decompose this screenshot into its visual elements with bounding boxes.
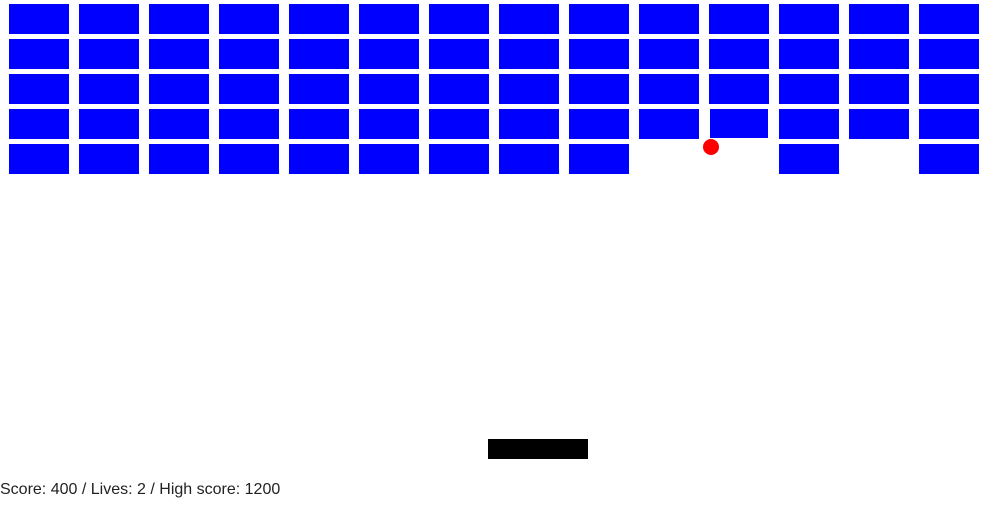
brick bbox=[639, 74, 699, 104]
brick bbox=[639, 109, 699, 139]
brick bbox=[919, 39, 979, 69]
paddle[interactable] bbox=[488, 439, 588, 459]
brick bbox=[499, 4, 559, 34]
brick bbox=[9, 109, 69, 139]
brick bbox=[569, 39, 629, 69]
brick bbox=[569, 144, 629, 174]
high-score-label: High score: bbox=[159, 481, 241, 498]
brick bbox=[919, 74, 979, 104]
brick bbox=[849, 39, 909, 69]
brick bbox=[779, 144, 839, 174]
brick bbox=[709, 4, 769, 34]
status-separator: / bbox=[81, 481, 87, 498]
score-label: Score: bbox=[0, 481, 47, 498]
brick bbox=[499, 39, 559, 69]
brick bbox=[149, 109, 209, 139]
brick bbox=[919, 144, 979, 174]
brick bbox=[569, 74, 629, 104]
brick bbox=[429, 4, 489, 34]
brick bbox=[359, 39, 419, 69]
brick bbox=[79, 74, 139, 104]
brick bbox=[499, 109, 559, 139]
high-score-value: 1200 bbox=[244, 481, 281, 498]
ball bbox=[703, 139, 719, 155]
brick bbox=[9, 74, 69, 104]
brick bbox=[499, 74, 559, 104]
brick bbox=[429, 39, 489, 69]
brick bbox=[429, 109, 489, 139]
brick bbox=[289, 4, 349, 34]
brick bbox=[289, 144, 349, 174]
brick bbox=[9, 4, 69, 34]
brick bbox=[919, 109, 979, 139]
brick bbox=[429, 74, 489, 104]
brick bbox=[149, 74, 209, 104]
brick bbox=[779, 109, 839, 139]
brick bbox=[499, 144, 559, 174]
brick bbox=[219, 144, 279, 174]
brick bbox=[9, 144, 69, 174]
brick bbox=[79, 144, 139, 174]
brick bbox=[569, 4, 629, 34]
brick bbox=[289, 39, 349, 69]
brick bbox=[569, 109, 629, 139]
brick bbox=[219, 109, 279, 139]
status-bar: Score: 400 / Lives: 2 / High score: 1200 bbox=[0, 481, 280, 499]
brick bbox=[779, 74, 839, 104]
brick bbox=[9, 39, 69, 69]
brick bbox=[289, 74, 349, 104]
brick bbox=[289, 109, 349, 139]
brick bbox=[219, 74, 279, 104]
status-separator: / bbox=[150, 481, 155, 498]
brick bbox=[779, 39, 839, 69]
brick bbox=[79, 109, 139, 139]
brick bbox=[639, 39, 699, 69]
lives-value: 2 bbox=[137, 481, 146, 498]
brick bbox=[149, 144, 209, 174]
brick bbox=[219, 4, 279, 34]
brick bbox=[639, 4, 699, 34]
game-board[interactable] bbox=[0, 0, 997, 480]
brick bbox=[709, 74, 769, 104]
brick bbox=[359, 4, 419, 34]
brick bbox=[849, 74, 909, 104]
brick bbox=[429, 144, 489, 174]
brick bbox=[849, 4, 909, 34]
brick bbox=[919, 4, 979, 34]
brick bbox=[359, 144, 419, 174]
brick bbox=[709, 39, 769, 69]
brick bbox=[359, 74, 419, 104]
lives-label: Lives: bbox=[90, 481, 133, 498]
brick bbox=[149, 4, 209, 34]
brick bbox=[359, 109, 419, 139]
score-value: 400 bbox=[50, 481, 78, 498]
brick bbox=[710, 109, 768, 138]
brick bbox=[219, 39, 279, 69]
brick bbox=[149, 39, 209, 69]
brick bbox=[79, 39, 139, 69]
brick bbox=[849, 109, 909, 139]
brick bbox=[779, 4, 839, 34]
brick bbox=[79, 4, 139, 34]
